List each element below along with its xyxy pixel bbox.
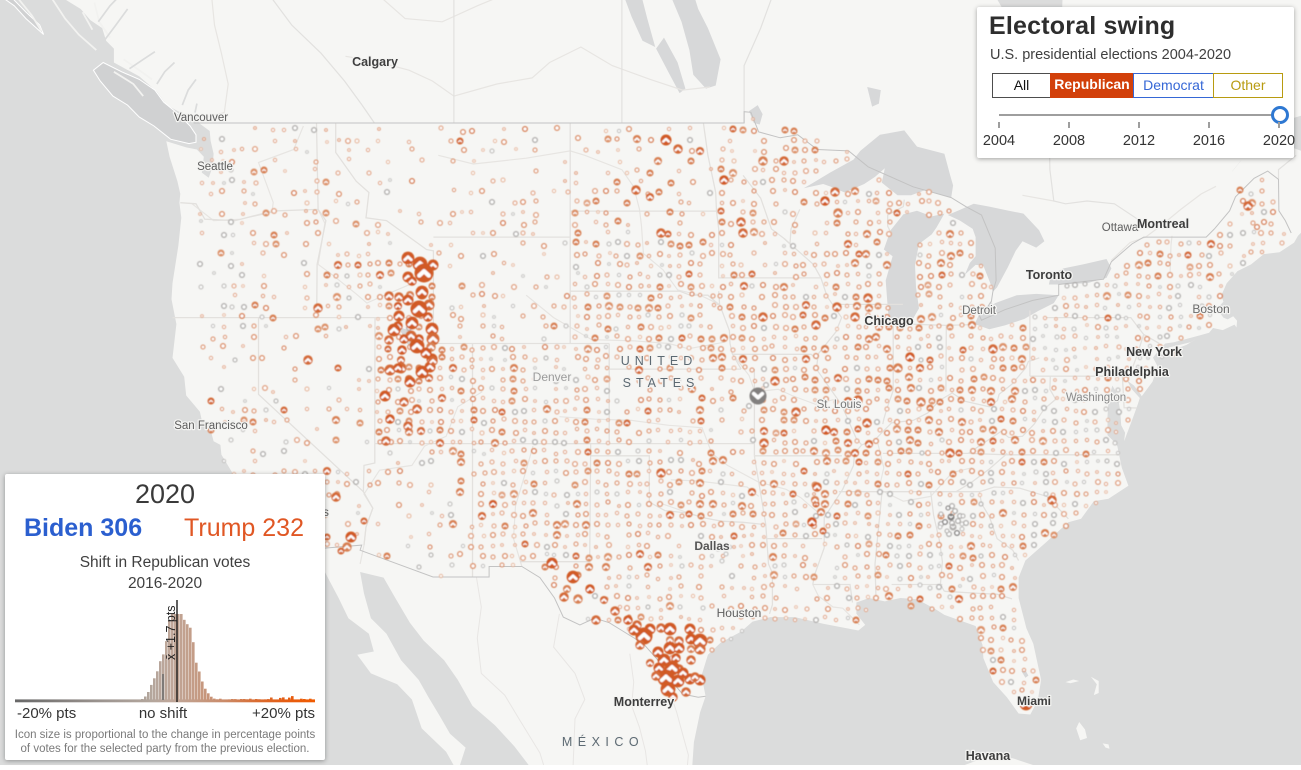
svg-text:Calgary: Calgary (352, 55, 398, 69)
svg-text:Houston: Houston (717, 606, 762, 620)
svg-text:St. Louis: St. Louis (817, 399, 862, 411)
svg-text:Vancouver: Vancouver (174, 112, 228, 124)
svg-text:Philadelphia: Philadelphia (1095, 365, 1170, 379)
svg-text:UNITED: UNITED (621, 354, 698, 368)
svg-text:Seattle: Seattle (197, 161, 233, 173)
svg-text:Boston: Boston (1192, 302, 1229, 316)
svg-text:Chicago: Chicago (864, 314, 914, 328)
svg-text:Washington: Washington (1066, 392, 1126, 404)
svg-text:Dallas: Dallas (694, 539, 730, 553)
svg-text:Ottawa: Ottawa (1102, 222, 1139, 234)
svg-text:STATES: STATES (623, 376, 700, 390)
svg-text:Monterrey: Monterrey (614, 695, 674, 709)
svg-text:Havana: Havana (966, 749, 1012, 763)
svg-text:MÉXICO: MÉXICO (562, 734, 644, 749)
svg-text:x̄ +1.7 pts: x̄ +1.7 pts (164, 605, 178, 660)
svg-text:Miami: Miami (1017, 694, 1051, 708)
svg-text:New York: New York (1126, 345, 1182, 359)
svg-text:Detroit: Detroit (962, 305, 997, 317)
svg-text:Montreal: Montreal (1137, 217, 1189, 231)
svg-text:Denver: Denver (533, 370, 572, 384)
svg-text:Toronto: Toronto (1026, 268, 1073, 282)
svg-text:San Francisco: San Francisco (174, 420, 248, 432)
